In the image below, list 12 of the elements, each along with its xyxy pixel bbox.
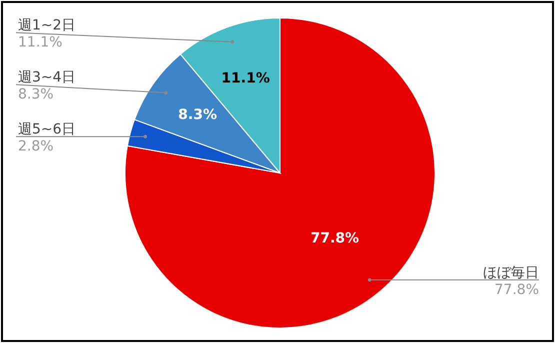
slice-label: 週3~4日: [18, 70, 76, 86]
data-label: 11.1%: [18, 34, 62, 51]
data-label: 8.3%: [18, 86, 54, 103]
slice-label: 週1~2日: [18, 18, 76, 34]
pie-slice: [124, 18, 436, 328]
data-label: 2.8%: [18, 138, 54, 155]
slice-label: 週5~6日: [18, 122, 76, 138]
text: 8.3%: [178, 107, 217, 124]
text: 77.8%: [310, 230, 360, 246]
slice-label: ほぼ毎日: [483, 264, 539, 281]
data-label: 77.8%: [494, 282, 539, 298]
text: 11.1%: [221, 70, 270, 86]
